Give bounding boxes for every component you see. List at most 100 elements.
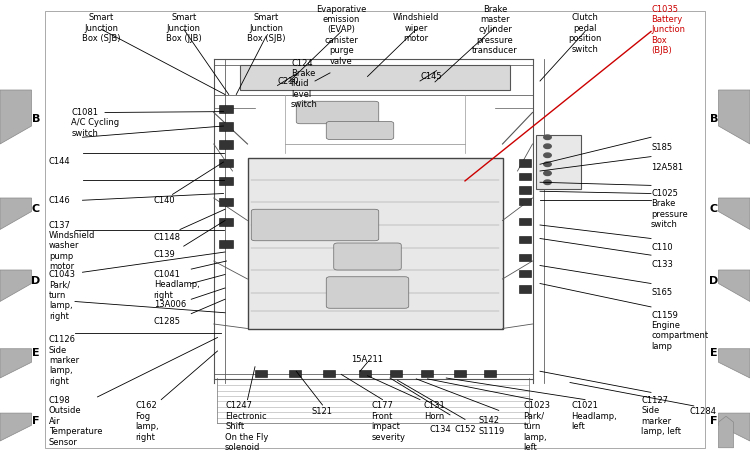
Text: C110: C110 (651, 243, 673, 252)
Text: C177
Front
impact
severity: C177 Front impact severity (371, 401, 405, 441)
FancyBboxPatch shape (251, 209, 379, 241)
Polygon shape (718, 349, 750, 378)
Bar (519, 159, 531, 166)
Bar (454, 370, 466, 377)
Bar (289, 370, 301, 377)
FancyBboxPatch shape (326, 122, 394, 140)
Polygon shape (0, 198, 32, 230)
Bar (358, 370, 370, 377)
Text: C1025
Brake
pressure
switch: C1025 Brake pressure switch (651, 189, 688, 229)
Text: D: D (32, 276, 40, 286)
Text: B: B (710, 114, 718, 124)
Text: C1043
Park/
turn
lamp,
right: C1043 Park/ turn lamp, right (49, 270, 76, 320)
Text: C139: C139 (154, 250, 176, 259)
Text: B: B (32, 114, 40, 124)
Polygon shape (0, 413, 32, 441)
Bar (219, 218, 232, 226)
Text: C: C (710, 204, 718, 214)
Bar (519, 270, 531, 277)
Text: C134: C134 (429, 425, 451, 434)
Text: Smart
Junction
Box (SJB): Smart Junction Box (SJB) (82, 14, 121, 43)
Bar (219, 140, 232, 148)
Text: C140: C140 (154, 196, 176, 205)
Text: C: C (32, 204, 40, 214)
Text: C210: C210 (278, 76, 299, 86)
Text: C137
Windshield
washer
pump
motor: C137 Windshield washer pump motor (49, 220, 95, 271)
Bar (519, 186, 531, 194)
Text: Smart
Junction
Box (JJB): Smart Junction Box (JJB) (166, 14, 202, 43)
Text: Clutch
pedal
position
switch: Clutch pedal position switch (568, 14, 602, 54)
Text: C145: C145 (420, 72, 442, 81)
Circle shape (544, 144, 551, 148)
FancyBboxPatch shape (334, 243, 401, 270)
Text: S185: S185 (651, 143, 672, 152)
Text: Brake
master
cylinder
pressure
transducer: Brake master cylinder pressure transduce… (472, 4, 518, 55)
Text: C124
Brake
fluid
level
switch: C124 Brake fluid level switch (291, 58, 318, 109)
Circle shape (544, 180, 551, 184)
Text: S121: S121 (312, 407, 333, 416)
Bar (219, 122, 232, 130)
Bar (219, 198, 232, 206)
Text: C1159
Engine
compartment
lamp: C1159 Engine compartment lamp (651, 310, 708, 351)
Text: C1023
Park/
turn
lamp,
left: C1023 Park/ turn lamp, left (524, 401, 550, 450)
Circle shape (544, 171, 551, 176)
Bar (519, 285, 531, 292)
Text: C1126
Side
marker
lamp,
right: C1126 Side marker lamp, right (49, 335, 79, 386)
Text: 15A211: 15A211 (352, 356, 383, 364)
Polygon shape (718, 90, 750, 144)
Circle shape (544, 153, 551, 157)
Bar (219, 105, 232, 113)
Bar (255, 370, 267, 377)
Text: Smart
Junction
Box (SJB): Smart Junction Box (SJB) (247, 14, 286, 43)
Text: C1148: C1148 (154, 233, 181, 242)
Text: C1284: C1284 (690, 407, 717, 416)
Text: E: E (710, 348, 718, 358)
Text: C1081
A/C Cycling
switch: C1081 A/C Cycling switch (71, 108, 119, 138)
Polygon shape (0, 349, 32, 378)
Circle shape (544, 162, 551, 166)
Polygon shape (718, 416, 734, 448)
Bar (519, 236, 531, 243)
Bar (519, 173, 531, 180)
Bar (219, 177, 232, 185)
Bar (390, 370, 402, 377)
Bar (484, 370, 496, 377)
Text: C1041
Headlamp,
right: C1041 Headlamp, right (154, 270, 200, 300)
Text: C146: C146 (49, 196, 70, 205)
Text: S165: S165 (651, 288, 672, 297)
Text: C1127
Side
marker
lamp, left: C1127 Side marker lamp, left (641, 396, 681, 436)
Text: C1285: C1285 (154, 317, 181, 326)
Polygon shape (0, 90, 32, 144)
Text: C144: C144 (49, 158, 70, 166)
Text: F: F (710, 416, 718, 426)
Bar (219, 240, 232, 248)
Text: S142
S1119: S142 S1119 (478, 416, 504, 436)
Polygon shape (0, 270, 32, 302)
Bar (45, 11, 705, 448)
Text: C162
Fog
lamp,
right: C162 Fog lamp, right (135, 401, 159, 441)
Text: Evaporative
emission
(EVAP)
canister
purge
valve: Evaporative emission (EVAP) canister pur… (316, 4, 367, 66)
Text: C1035
Battery
Junction
Box
(BJB): C1035 Battery Junction Box (BJB) (651, 4, 685, 55)
Text: 12A581: 12A581 (651, 163, 683, 172)
Text: E: E (32, 348, 40, 358)
Text: C133: C133 (651, 260, 673, 269)
Bar (422, 370, 434, 377)
FancyBboxPatch shape (296, 101, 379, 124)
Bar (519, 218, 531, 225)
FancyBboxPatch shape (248, 158, 502, 328)
Bar (322, 370, 334, 377)
Bar (219, 159, 232, 167)
FancyBboxPatch shape (326, 277, 409, 308)
Text: 13A006: 13A006 (154, 300, 186, 309)
Bar (536, 135, 581, 189)
Text: C1021
Headlamp,
left: C1021 Headlamp, left (572, 401, 617, 431)
Polygon shape (718, 413, 750, 441)
Text: C152: C152 (454, 425, 476, 434)
Text: C198
Outside
Air
Temperature
Sensor: C198 Outside Air Temperature Sensor (49, 396, 102, 446)
Polygon shape (718, 198, 750, 230)
Text: Windshield
wiper
motor: Windshield wiper motor (393, 14, 439, 43)
Bar (519, 254, 531, 261)
Bar (519, 198, 531, 205)
Circle shape (544, 135, 551, 140)
Text: F: F (32, 416, 40, 426)
